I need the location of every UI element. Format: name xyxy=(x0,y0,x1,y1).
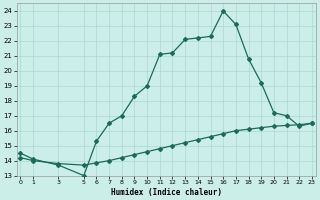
X-axis label: Humidex (Indice chaleur): Humidex (Indice chaleur) xyxy=(111,188,222,197)
